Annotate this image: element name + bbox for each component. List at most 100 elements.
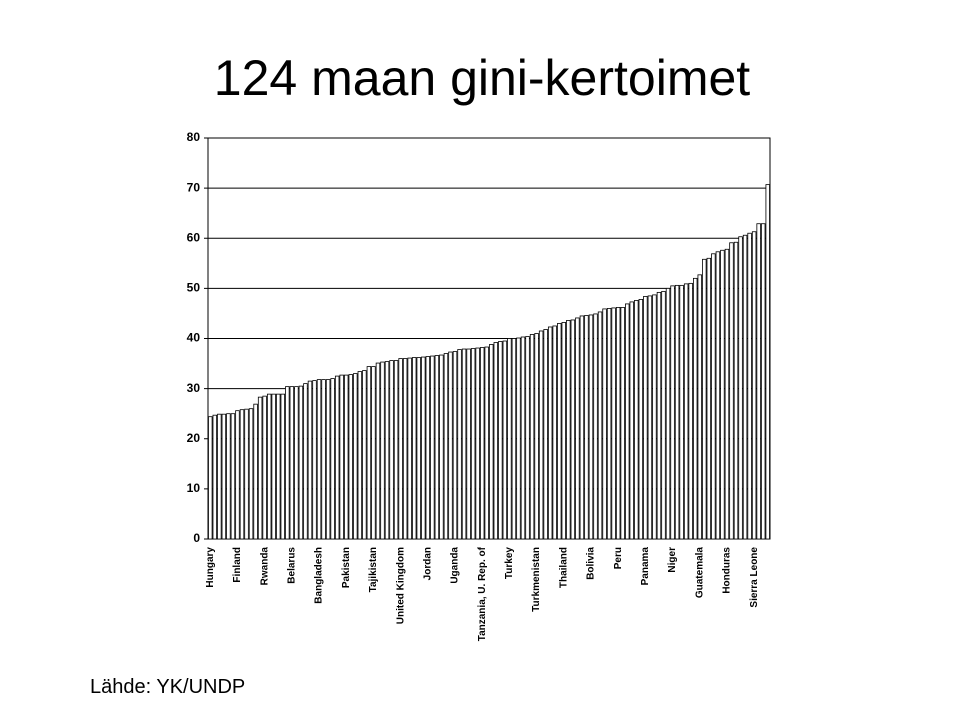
x-tick-label: Finland [232, 547, 243, 583]
bar [307, 380, 313, 540]
x-tick-label: Panama [640, 547, 651, 586]
x-tick-label: Honduras [722, 547, 733, 594]
bar [557, 323, 562, 540]
bar [683, 283, 689, 540]
bar [625, 303, 630, 540]
bar [371, 366, 376, 540]
bar [588, 314, 594, 540]
bar [389, 360, 394, 540]
bar [706, 257, 712, 540]
bar [226, 413, 231, 540]
y-tick-label: 60 [187, 230, 201, 244]
bar [285, 386, 290, 540]
bar [257, 396, 263, 540]
x-tick-label: Tajikistan [368, 547, 379, 592]
bar [724, 248, 730, 540]
bar [248, 408, 254, 540]
bar [312, 380, 317, 540]
bar [665, 287, 671, 540]
bar [529, 334, 535, 540]
bar [402, 358, 408, 540]
x-tick-label: Tanzania, U. Rep. of [477, 546, 488, 641]
bar [321, 379, 326, 540]
bar [561, 322, 566, 540]
source-note: Lähde: YK/UNDP [90, 676, 245, 698]
bar [742, 234, 748, 540]
bar [416, 357, 421, 540]
bar [566, 320, 571, 540]
y-tick-label: 20 [187, 431, 201, 445]
bar [479, 347, 485, 540]
bar [344, 374, 349, 540]
bar [611, 307, 616, 540]
x-tick-label: Sierra Leone [749, 547, 760, 608]
bar [271, 393, 276, 540]
bar [375, 362, 381, 540]
bar [620, 307, 625, 540]
bar [738, 236, 743, 540]
bar [384, 361, 390, 540]
y-tick-label: 0 [193, 531, 200, 545]
bar [507, 338, 512, 540]
bar [276, 393, 281, 540]
x-tick-label: Uganda [450, 547, 461, 584]
bar [452, 351, 458, 540]
bar [602, 308, 607, 540]
x-tick-label: Hungary [205, 547, 216, 588]
y-tick-label: 80 [187, 130, 201, 144]
bar [325, 379, 331, 540]
bar [688, 282, 693, 540]
bar [393, 360, 399, 540]
bar [266, 393, 272, 540]
bar [466, 348, 471, 540]
y-tick-label: 70 [187, 180, 201, 194]
bar [475, 347, 480, 540]
x-tick-label: Pakistan [341, 547, 352, 588]
bar [348, 374, 353, 540]
bar [634, 300, 639, 540]
bar [697, 274, 702, 540]
bar [294, 386, 299, 540]
x-tick-label: Rwanda [259, 547, 270, 586]
bar [647, 295, 653, 540]
bar [303, 383, 308, 540]
bar [244, 408, 249, 540]
bar [751, 231, 757, 540]
bar [760, 223, 766, 540]
bar [457, 349, 462, 540]
bar [702, 258, 707, 540]
bar [715, 251, 721, 540]
bar [711, 253, 716, 540]
bar [570, 319, 576, 540]
bar [212, 414, 218, 540]
bar [538, 330, 544, 540]
bar [289, 386, 295, 540]
bar [498, 341, 503, 540]
bar [756, 223, 761, 540]
bar [230, 413, 236, 540]
bar [520, 336, 526, 540]
bar [547, 326, 553, 540]
bar [670, 285, 675, 540]
bar [652, 294, 657, 540]
bar [693, 277, 698, 540]
x-tick-label: Belarus [286, 547, 297, 584]
bar [448, 351, 453, 540]
bar [615, 307, 621, 540]
x-tick-label: Turkmenistan [531, 547, 542, 612]
bar [543, 329, 548, 540]
y-tick-label: 40 [187, 331, 201, 345]
bar [262, 395, 267, 540]
bar [489, 344, 494, 540]
bar [679, 284, 684, 540]
bar [380, 361, 385, 540]
bar [656, 291, 662, 540]
bar [575, 317, 580, 540]
x-tick-label: Peru [613, 547, 624, 569]
bar [729, 242, 734, 540]
bar [493, 342, 499, 540]
bar [412, 357, 417, 540]
x-tick-label: Guatemala [694, 547, 705, 599]
bar [674, 284, 680, 540]
